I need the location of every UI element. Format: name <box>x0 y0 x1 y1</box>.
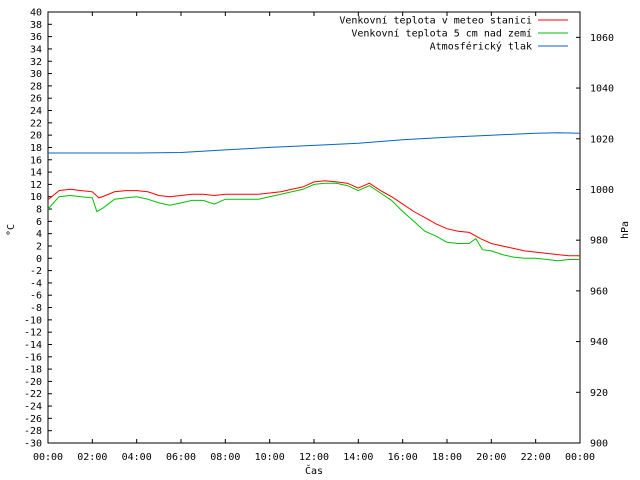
y-left-tick-label: 38 <box>30 20 42 31</box>
y-right-axis-label: hPa <box>620 221 631 239</box>
y-left-tick-label: -22 <box>24 389 42 400</box>
x-tick-label: 18:00 <box>432 452 462 463</box>
y-right-tick-label: 1040 <box>590 84 614 95</box>
y-right-tick-label: 960 <box>590 286 608 297</box>
y-left-tick-label: 10 <box>30 192 42 203</box>
series-line-1 <box>47 180 580 257</box>
legend: Venkovní teplota v meteo staniciVenkovní… <box>339 15 568 53</box>
legend-label-1: Venkovní teplota v meteo stanici <box>339 15 532 27</box>
y-left-tick-label: 40 <box>30 8 42 19</box>
y-left-tick-label: 20 <box>30 131 42 142</box>
y-left-tick-labels: -30-28-26-24-22-20-18-16-14-12-10-8-6-4-… <box>24 8 42 450</box>
y-right-tick-label: 940 <box>590 337 608 348</box>
y-left-tick-label: 36 <box>30 32 42 43</box>
y-right-tick-label: 1020 <box>590 134 614 145</box>
y-left-axis-label: °C <box>6 224 17 236</box>
series-lines <box>47 132 581 262</box>
y-left-tick-label: 22 <box>30 118 42 129</box>
x-tick-label: 10:00 <box>255 452 285 463</box>
y-left-tick-label: -12 <box>24 328 42 339</box>
legend-label-2: Venkovní teplota 5 cm nad zemí <box>351 28 532 40</box>
y-left-tick-label: 26 <box>30 94 42 105</box>
y-right-tick-label: 920 <box>590 388 608 399</box>
y-left-tick-label: -2 <box>30 266 42 277</box>
y-left-tick-label: -24 <box>24 402 42 413</box>
y-left-tick-label: 4 <box>36 229 42 240</box>
y-left-tick-label: -6 <box>30 291 42 302</box>
x-tick-label: 08:00 <box>210 452 240 463</box>
y-left-tick-label: 14 <box>30 168 42 179</box>
y-left-tick-label: 28 <box>30 81 42 92</box>
y-right-tick-label: 980 <box>590 236 608 247</box>
y-left-tick-label: -8 <box>30 303 42 314</box>
y-right-tick-label: 1000 <box>590 185 614 196</box>
x-tick-label: 16:00 <box>388 452 418 463</box>
y-right-tick-label: 900 <box>590 439 608 450</box>
y-left-tick-label: -16 <box>24 352 42 363</box>
y-left-tick-label: 34 <box>30 44 42 55</box>
y-left-tick-label: 16 <box>30 155 42 166</box>
y-left-tick-label: 18 <box>30 143 42 154</box>
y-left-tick-label: 8 <box>36 205 42 216</box>
y-left-tick-label: 12 <box>30 180 42 191</box>
y-left-tick-label: 24 <box>30 106 42 117</box>
x-tick-label: 02:00 <box>77 452 107 463</box>
x-tick-label: 22:00 <box>521 452 551 463</box>
y-left-tick-label: 30 <box>30 69 42 80</box>
plot-frame <box>47 11 581 444</box>
y-right-tick-label: 1060 <box>590 33 614 44</box>
y-left-tick-label: -20 <box>24 377 42 388</box>
y-left-tick-label: -4 <box>30 278 42 289</box>
y-left-tick-label: -28 <box>24 426 42 437</box>
axis-ticks <box>47 11 581 444</box>
x-tick-label: 14:00 <box>343 452 373 463</box>
x-tick-label: 06:00 <box>166 452 196 463</box>
y-left-tick-label: -18 <box>24 365 42 376</box>
legend-label-3: Atmosférický tlak <box>430 41 532 53</box>
series-line-2 <box>47 182 580 262</box>
y-left-tick-label: 32 <box>30 57 42 68</box>
y-left-tick-label: -14 <box>24 340 42 351</box>
y-left-tick-label: 0 <box>36 254 42 265</box>
x-tick-label: 00:00 <box>33 452 63 463</box>
x-tick-label: 04:00 <box>122 452 152 463</box>
x-tick-labels: 00:00 02:00 04:00 06:00 08:00 10:00 12:00 14:00… <box>33 452 595 463</box>
series-line-3 <box>48 132 581 154</box>
y-left-tick-label: 6 <box>36 217 42 228</box>
y-left-tick-label: -26 <box>24 414 42 425</box>
y-left-tick-label: 2 <box>36 241 42 252</box>
y-right-tick-labels: 900 920 940 960 980 1000 1020 1040 1060 <box>590 33 614 450</box>
y-left-tick-label: -10 <box>24 315 42 326</box>
x-axis-label: Čas <box>305 464 323 477</box>
x-tick-label: 20:00 <box>476 452 506 463</box>
x-tick-label: 12:00 <box>299 452 329 463</box>
x-tick-label: 00:00 <box>565 452 595 463</box>
y-left-tick-label: -30 <box>24 439 42 450</box>
